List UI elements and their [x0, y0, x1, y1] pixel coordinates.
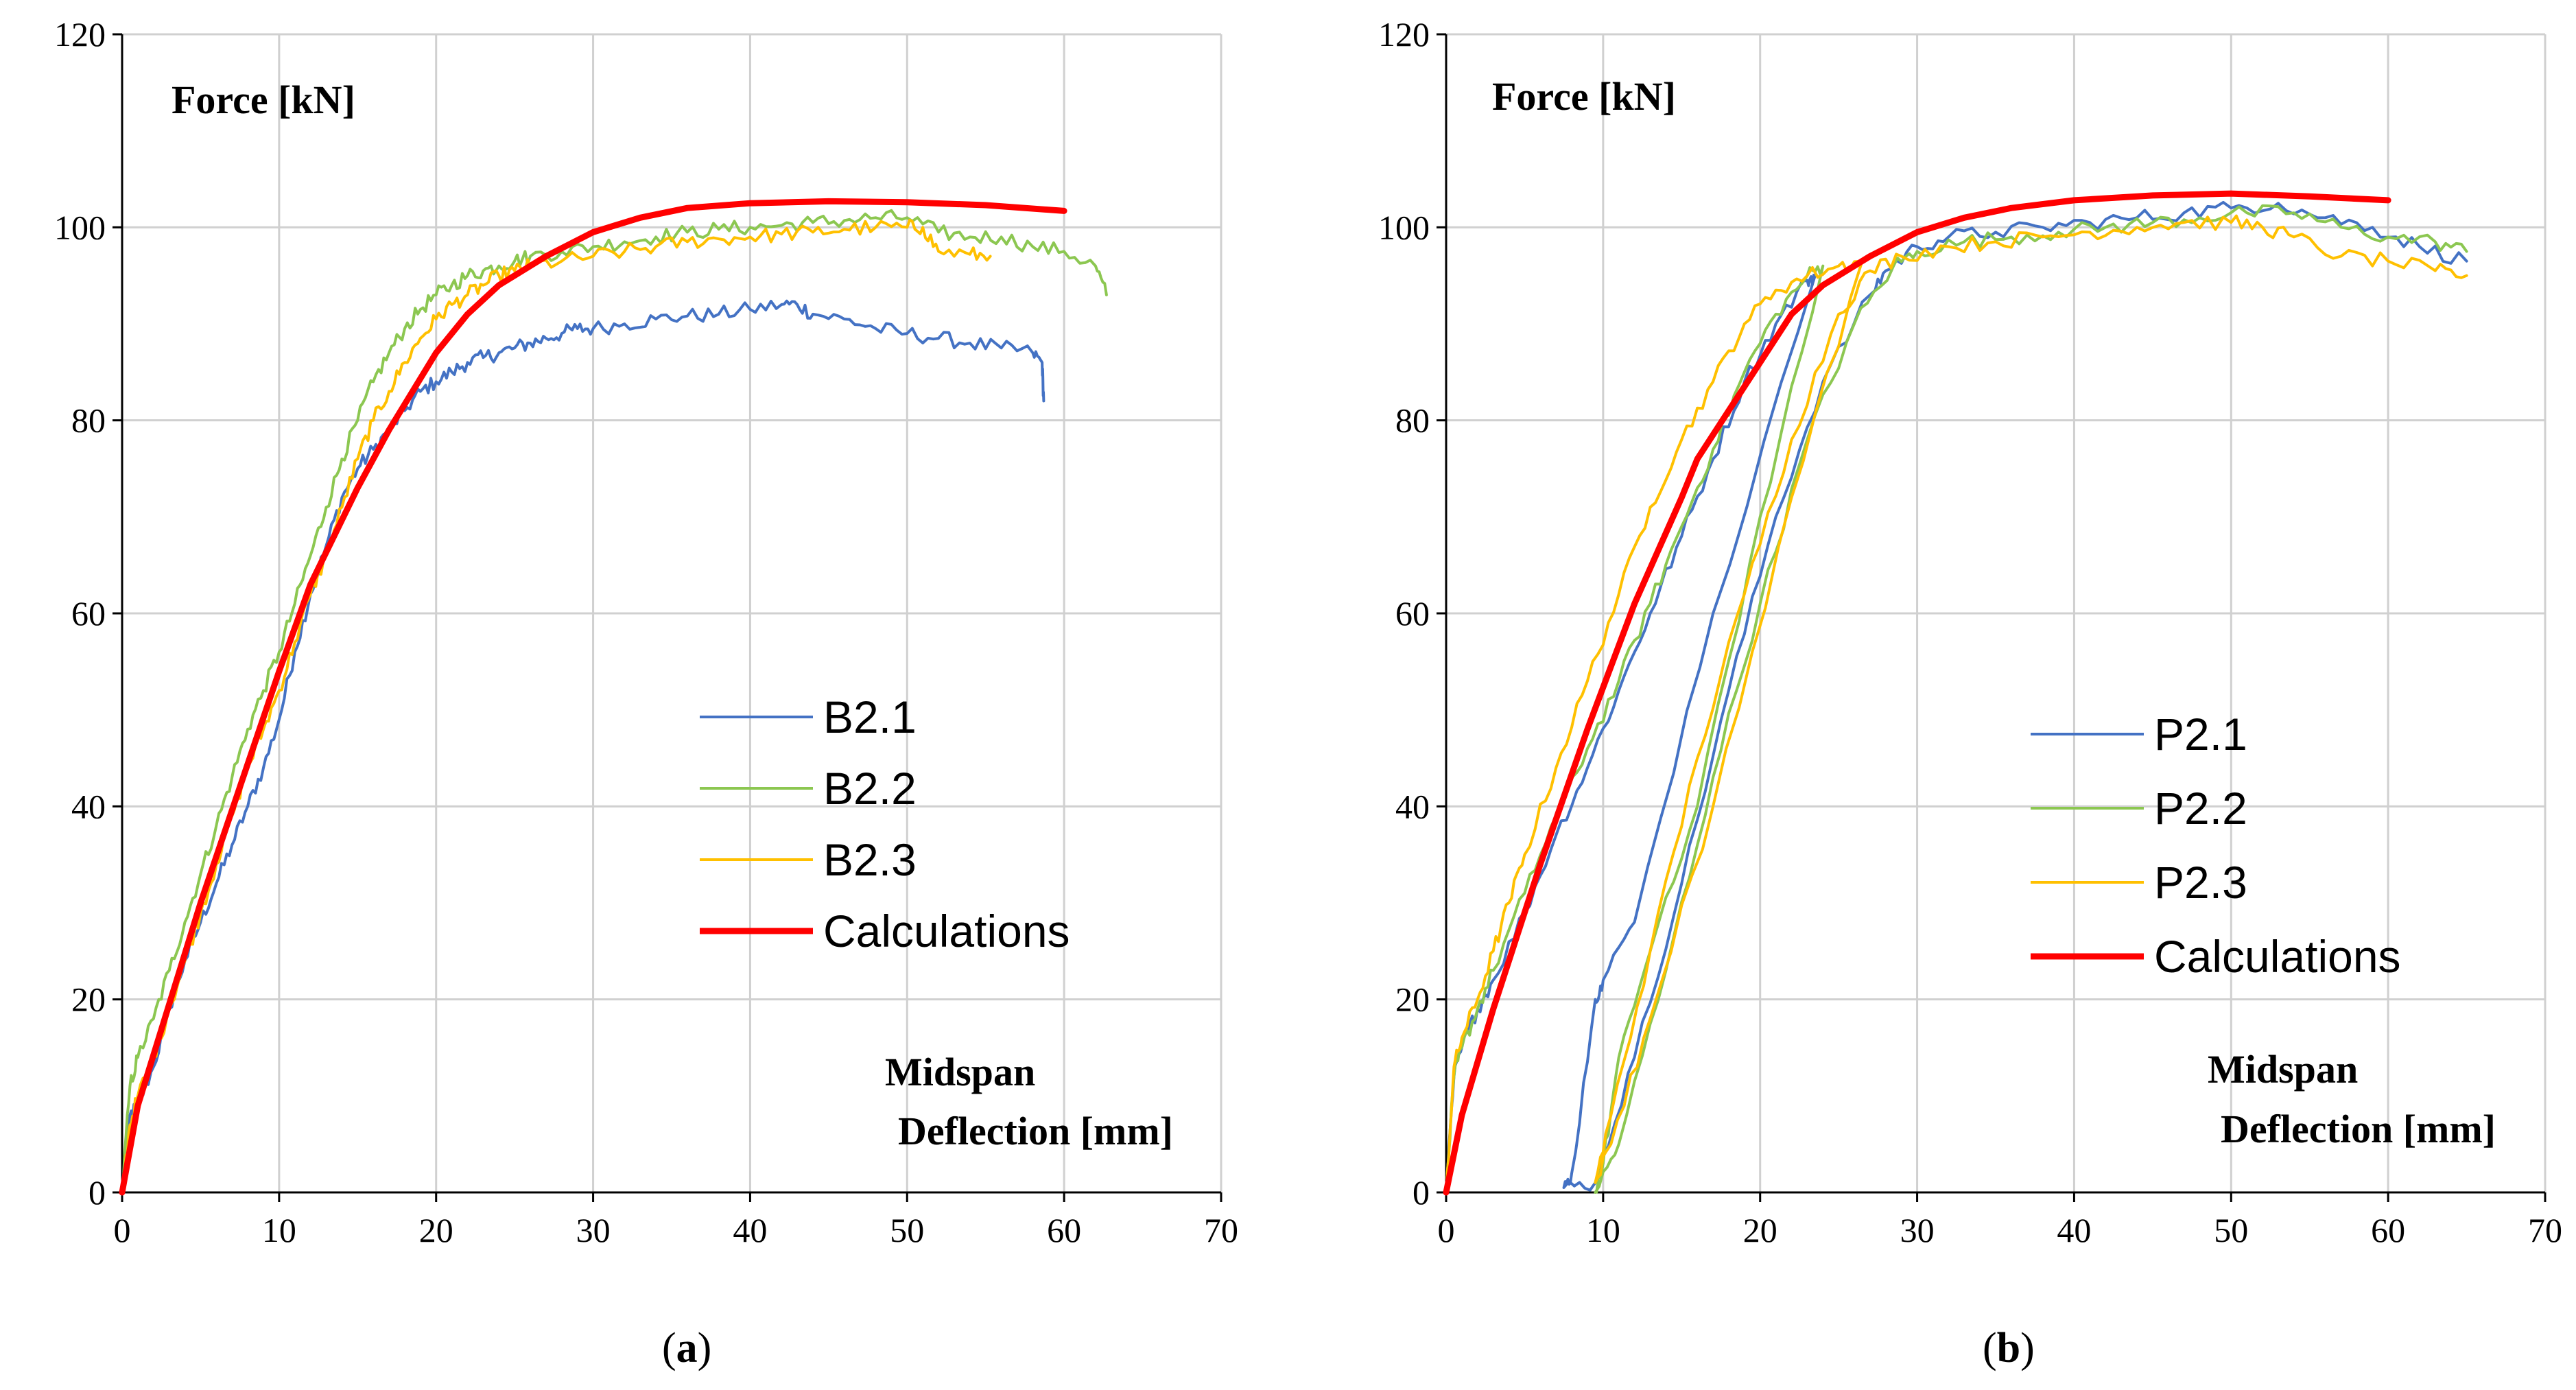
y-tick-label: 0 [88, 1173, 106, 1212]
y-axis-label: Force [kN] [1492, 74, 1676, 119]
y-tick-label: 40 [1395, 787, 1430, 825]
y-tick-label: 100 [54, 208, 106, 246]
x-tick-label: 70 [1204, 1211, 1238, 1249]
x-tick-label: 40 [733, 1211, 767, 1249]
x-tick-label: 20 [1743, 1211, 1777, 1249]
x-tick-label: 40 [2057, 1211, 2091, 1249]
x-tick-label: 20 [419, 1211, 453, 1249]
y-tick-label: 40 [71, 787, 106, 825]
y-axis-label: Force [kN] [172, 78, 355, 122]
x-tick-label: 70 [2528, 1211, 2562, 1249]
series-line-p2-3 [1445, 214, 2468, 1194]
legend: P2.1 P2.2 P2.3 Calculations [2031, 709, 2401, 982]
y-tick-label: 120 [54, 15, 106, 54]
x-axis-label-line1: Midspan [885, 1050, 1035, 1094]
panel-caption-letter: a [676, 1325, 698, 1371]
panel-caption-letter: b [1997, 1325, 2020, 1371]
x-tick-label: 60 [1047, 1211, 1081, 1249]
legend-label: B2.1 [823, 692, 917, 742]
panel-caption: (a) [662, 1325, 711, 1371]
series-line-calculations [1443, 190, 2391, 1196]
x-tick-label: 0 [114, 1211, 131, 1249]
y-tick-label: 60 [71, 594, 106, 633]
legend-label: P2.1 [2154, 709, 2247, 759]
y-tick-label: 0 [1413, 1173, 1430, 1212]
x-tick-label: 30 [1900, 1211, 1935, 1249]
y-tick-label: 60 [1395, 594, 1430, 633]
x-tick-label: 0 [1438, 1211, 1455, 1249]
series-line-b2-3 [121, 218, 992, 1194]
legend-label: B2.3 [823, 834, 917, 885]
y-tick-label: 20 [71, 980, 106, 1019]
series-line-calculations [119, 198, 1067, 1196]
legend-label: B2.2 [823, 763, 917, 814]
x-tick-label: 50 [2214, 1211, 2248, 1249]
x-tick-label: 10 [262, 1211, 296, 1249]
legend-label: P2.3 [2154, 857, 2247, 908]
x-axis-label-line2: Deflection [mm] [898, 1109, 1173, 1153]
x-tick-label: 10 [1586, 1211, 1620, 1249]
legend-label: Calculations [823, 906, 1070, 956]
y-tick-label: 80 [71, 401, 106, 440]
y-tick-label: 80 [1395, 401, 1430, 440]
series-line-b2-1 [121, 299, 1045, 1194]
x-axis-label-line1: Midspan [2208, 1047, 2358, 1092]
y-tick-label: 20 [1395, 980, 1430, 1019]
x-axis-label-line2: Deflection [mm] [2221, 1107, 2496, 1151]
x-tick-label: 50 [890, 1211, 924, 1249]
legend: B2.1 B2.2 B2.3 Calculations [700, 692, 1070, 956]
x-tick-label: 30 [576, 1211, 611, 1249]
legend-label: Calculations [2154, 931, 2401, 982]
panel-caption: (b) [1983, 1325, 2035, 1371]
y-tick-label: 100 [1378, 208, 1430, 246]
x-tick-label: 60 [2371, 1211, 2405, 1249]
legend-label: P2.2 [2154, 783, 2247, 834]
series-line-b2-2 [121, 209, 1108, 1194]
y-tick-label: 120 [1378, 15, 1430, 54]
